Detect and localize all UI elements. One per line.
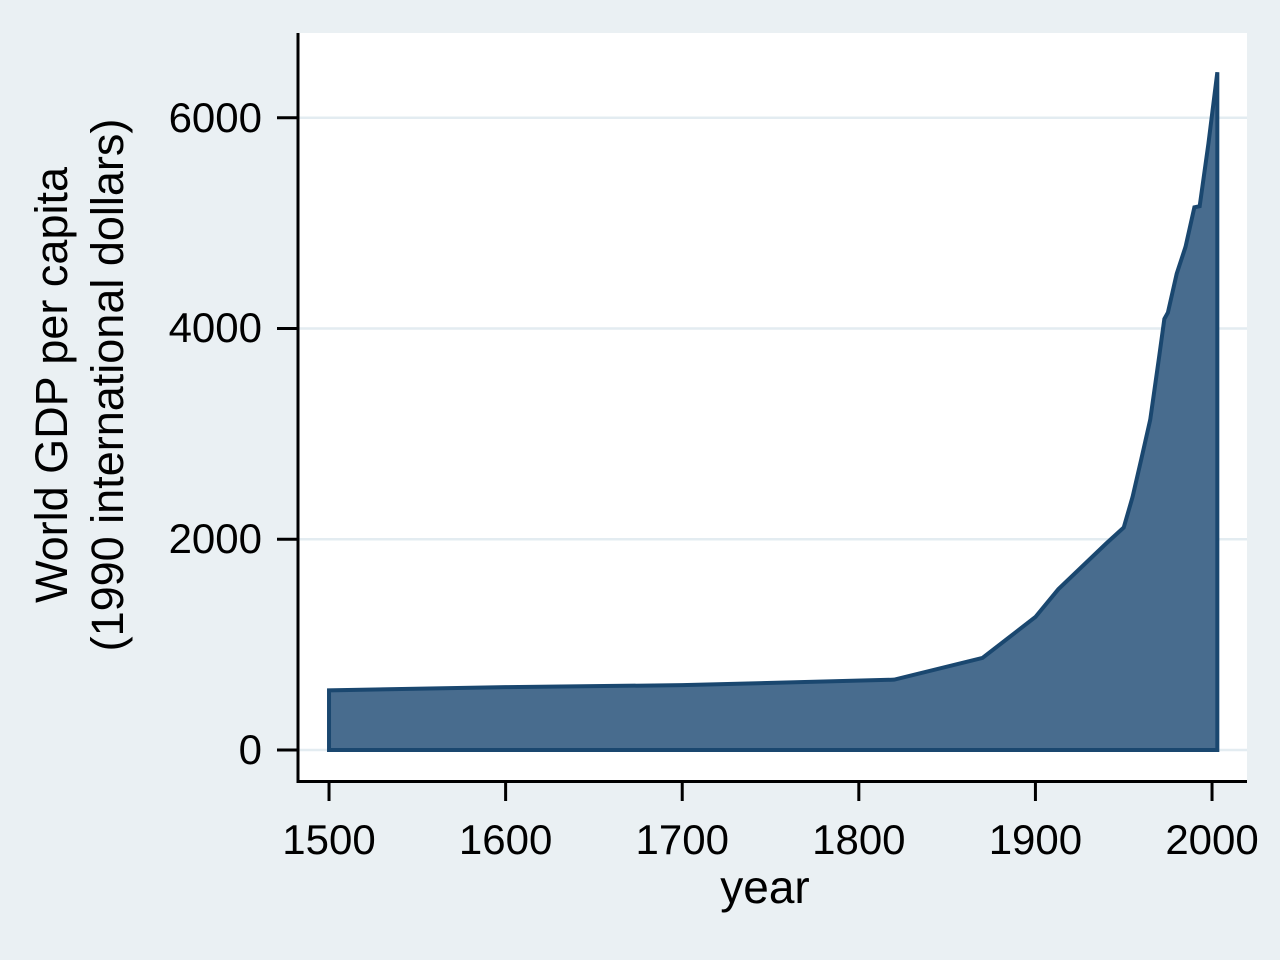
x-axis-title: year xyxy=(720,861,810,913)
x-tick-label: 1600 xyxy=(458,816,553,863)
y-tick-label: 0 xyxy=(238,725,262,773)
x-tick-label: 1700 xyxy=(635,816,729,863)
y-axis-title-line-2: (1990 international dollars) xyxy=(82,118,133,652)
x-tick-label: 1500 xyxy=(282,816,376,863)
y-axis-title-line-1: World GDP per capita xyxy=(26,166,77,604)
y-tick-label: 4000 xyxy=(168,304,262,352)
x-tick-label: 2000 xyxy=(1165,816,1259,863)
y-tick-label: 2000 xyxy=(168,515,262,563)
area-series xyxy=(327,71,1220,752)
y-tick-label: 6000 xyxy=(168,93,262,141)
x-tick-label: 1800 xyxy=(812,816,906,863)
y-axis-title: World GDP per capita (1990 international… xyxy=(24,119,136,652)
x-tick-label: 1900 xyxy=(988,816,1083,863)
